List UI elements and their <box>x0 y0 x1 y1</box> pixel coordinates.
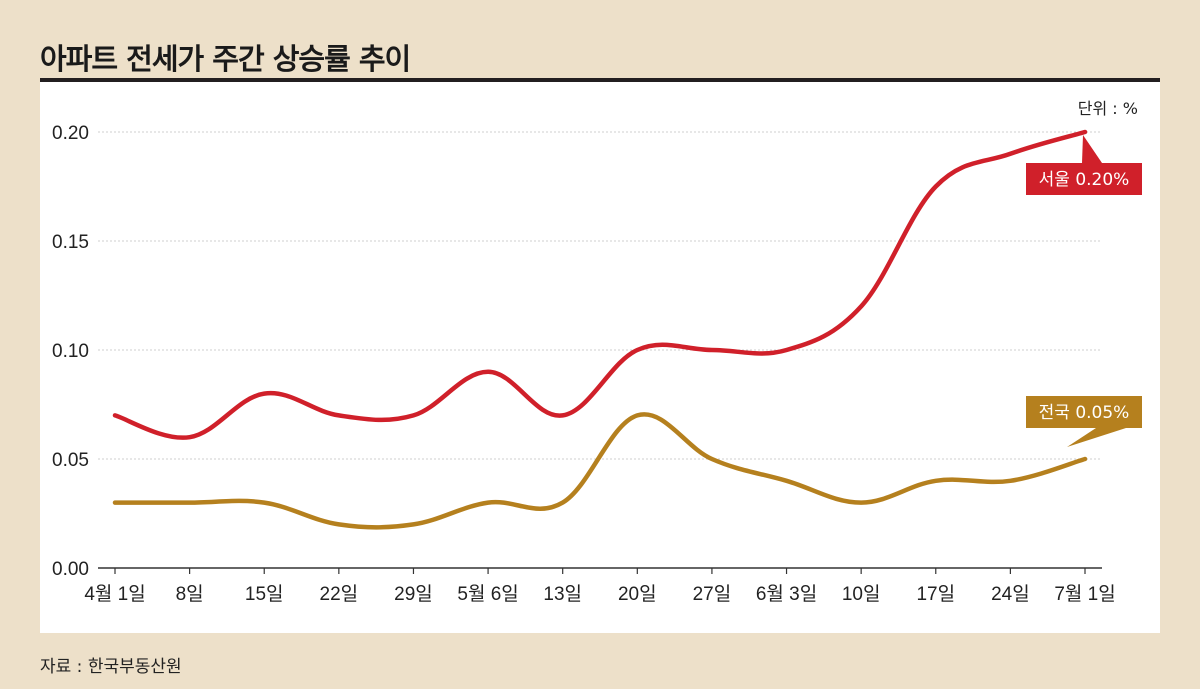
badge-background <box>1026 163 1142 195</box>
badge-pointer <box>1082 135 1102 163</box>
y-tick-label: 0.00 <box>52 559 89 580</box>
series-lines <box>112 129 1088 530</box>
unit-label: 단위 : % <box>1078 99 1138 118</box>
x-tick-label: 17일 <box>916 583 955 605</box>
x-tick-label: 22일 <box>320 583 359 605</box>
x-tick-label: 13일 <box>543 583 582 605</box>
chart-title: 아파트 전세가 주간 상승률 추이 <box>40 42 411 76</box>
chart-panel <box>40 82 1160 633</box>
badge-label: 서울 0.20% <box>1039 170 1130 190</box>
x-tick-label: 4월 1일 <box>84 583 145 605</box>
series-label-badge: 전국 0.05% <box>1026 396 1142 447</box>
series-labels: 서울 0.20% 전국 0.05% <box>1026 135 1142 447</box>
x-tick-label: 24일 <box>991 583 1030 605</box>
badge-background <box>1026 396 1142 428</box>
x-tick-label: 27일 <box>693 583 732 605</box>
gridlines <box>98 131 1102 569</box>
series-line-seoul <box>112 129 1088 440</box>
y-tick-label: 0.05 <box>52 450 89 471</box>
x-tick-label: 20일 <box>618 583 657 605</box>
badge-label: 전국 0.05% <box>1039 403 1130 423</box>
series-label-badge: 서울 0.20% <box>1026 135 1142 195</box>
title-rule <box>40 78 1160 82</box>
x-tick-label: 8일 <box>176 583 204 605</box>
y-axis-ticks: 0.00 0.05 0.10 0.15 0.20 <box>52 123 89 580</box>
x-tick-label: 5월 6일 <box>457 583 518 605</box>
x-tick-label: 15일 <box>245 583 284 605</box>
source-note: 자료 : 한국부동산원 <box>40 657 182 677</box>
x-tick-label: 6월 3일 <box>756 583 817 605</box>
x-tick-label: 29일 <box>394 583 433 605</box>
badge-pointer <box>1067 428 1126 447</box>
y-tick-label: 0.10 <box>52 341 89 362</box>
y-tick-label: 0.20 <box>52 123 89 144</box>
x-tick-label: 7월 1일 <box>1054 583 1115 605</box>
x-tick-label: 10일 <box>842 583 881 605</box>
y-tick-label: 0.15 <box>52 232 89 253</box>
x-axis-ticks: 4월 1일 8일 15일 22일 29일 5월 6일 13일 20일 27일 6월 3일 10일 17… <box>84 568 1116 605</box>
series-line-national <box>112 412 1088 530</box>
